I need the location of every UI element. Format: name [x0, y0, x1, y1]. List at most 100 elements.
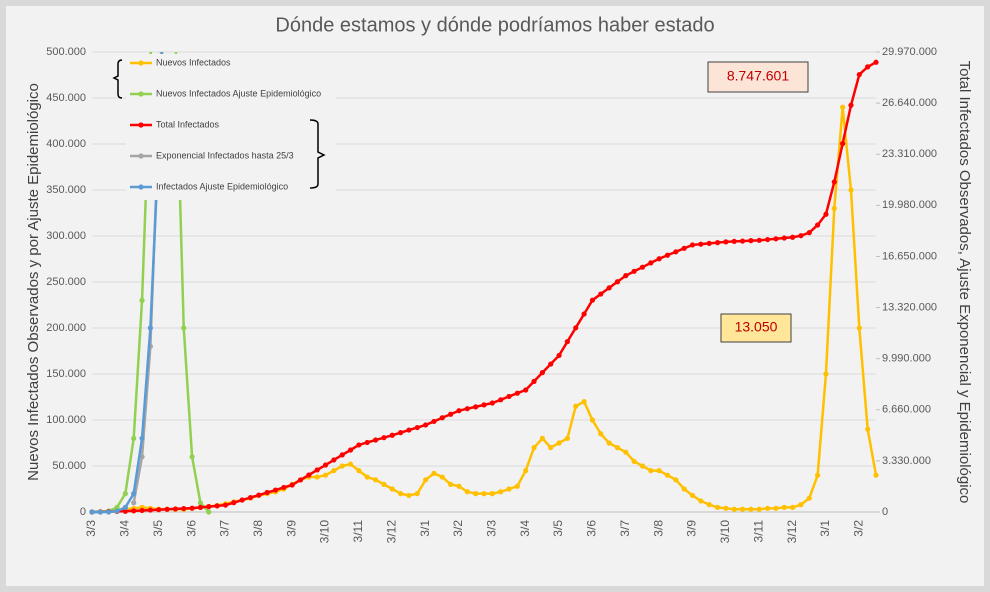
data-point	[339, 452, 345, 458]
data-point	[756, 237, 762, 243]
x-tick-label: 3/3	[84, 520, 98, 537]
data-point	[556, 352, 562, 359]
data-point	[848, 187, 854, 193]
x-tick-label: 3/10	[718, 520, 732, 544]
x-tick-label: 3/7	[618, 520, 632, 537]
x-tick-label: 3/8	[651, 520, 665, 537]
x-tick-label: 3/5	[551, 520, 565, 537]
legend-box	[126, 54, 336, 200]
grid: 0 50.000 100.000 150.000 200.000 250.000 300.0…	[46, 46, 937, 543]
data-point	[723, 505, 729, 511]
x-tick-label: 3/9	[284, 520, 298, 537]
data-point	[156, 507, 162, 513]
x-tick-label: 3/11	[751, 520, 765, 543]
data-point	[648, 468, 654, 474]
data-point	[856, 325, 862, 331]
data-point	[539, 370, 545, 376]
data-point	[498, 489, 504, 495]
bracket	[112, 59, 123, 99]
data-point	[439, 474, 445, 480]
data-point	[865, 426, 871, 432]
data-point	[272, 487, 279, 493]
data-point	[806, 230, 812, 236]
data-point	[673, 477, 679, 483]
annotation: 8.747.601	[727, 68, 789, 84]
data-point	[381, 481, 387, 487]
data-point	[623, 449, 629, 455]
data-point	[364, 474, 370, 480]
data-point	[614, 279, 621, 285]
data-point	[372, 437, 379, 443]
data-point	[389, 432, 395, 438]
data-point	[764, 236, 771, 243]
data-point	[548, 361, 554, 367]
data-point	[506, 393, 512, 400]
data-point	[122, 508, 128, 514]
data-point	[656, 256, 662, 262]
data-point	[773, 236, 779, 242]
legend-label: Nuevos Infectados	[156, 57, 231, 67]
annotation: 13.050	[735, 319, 778, 335]
data-point	[331, 457, 337, 463]
data-point	[598, 431, 604, 437]
data-point	[473, 404, 479, 410]
legend: Nuevos Infectados Nuevos Infectados Ajust…	[112, 54, 336, 200]
data-point	[139, 507, 145, 514]
data-point	[764, 505, 771, 511]
data-point	[139, 297, 145, 303]
y-tick-label: 100.000	[46, 414, 86, 426]
data-point	[773, 505, 779, 511]
data-point	[322, 462, 329, 468]
legend-marker	[138, 122, 144, 128]
data-point	[798, 502, 804, 508]
y2-tick-label: 26.640.000	[882, 97, 937, 109]
y2-tick-label: 9.990.000	[882, 353, 931, 365]
x-tick-label: 3/12	[785, 520, 799, 544]
data-point	[498, 397, 504, 403]
data-point	[706, 502, 712, 508]
data-point	[414, 424, 420, 431]
data-point	[423, 477, 429, 483]
data-point	[239, 497, 245, 503]
data-point	[122, 504, 128, 510]
data-point	[789, 504, 796, 510]
data-point	[106, 509, 112, 515]
data-point	[531, 445, 537, 451]
data-point	[247, 494, 254, 501]
data-point	[831, 205, 837, 211]
data-point	[231, 500, 237, 506]
data-point	[623, 273, 629, 279]
x-tick-label: 3/4	[118, 520, 132, 537]
data-point	[823, 371, 829, 377]
data-point	[531, 378, 537, 384]
data-point	[873, 472, 879, 478]
data-point	[131, 500, 137, 506]
data-point	[314, 474, 320, 480]
data-point	[581, 311, 587, 317]
data-point	[114, 508, 120, 514]
data-point	[197, 504, 204, 510]
y2-tick-label: 6.660.000	[882, 404, 931, 416]
y2-tick-label: 29.970.000	[882, 46, 937, 58]
y-tick-label: 0	[80, 506, 86, 518]
data-point	[514, 390, 520, 396]
data-point	[539, 435, 545, 441]
legend-marker	[138, 60, 144, 66]
data-point	[723, 239, 729, 245]
data-point	[381, 435, 387, 441]
data-point	[122, 491, 128, 497]
x-tick-label: 3/1	[418, 520, 432, 537]
data-point	[139, 435, 145, 441]
data-point	[823, 211, 829, 217]
legend-marker	[138, 184, 144, 190]
data-point	[806, 495, 812, 501]
data-point	[356, 468, 362, 474]
data-point	[548, 445, 554, 451]
y-tick-label: 200.000	[46, 322, 86, 334]
data-point	[331, 468, 337, 474]
data-point	[589, 417, 596, 423]
data-point	[648, 260, 654, 266]
data-point	[189, 505, 195, 511]
y2-tick-label: 19.980.000	[882, 199, 937, 211]
data-point	[147, 507, 153, 513]
